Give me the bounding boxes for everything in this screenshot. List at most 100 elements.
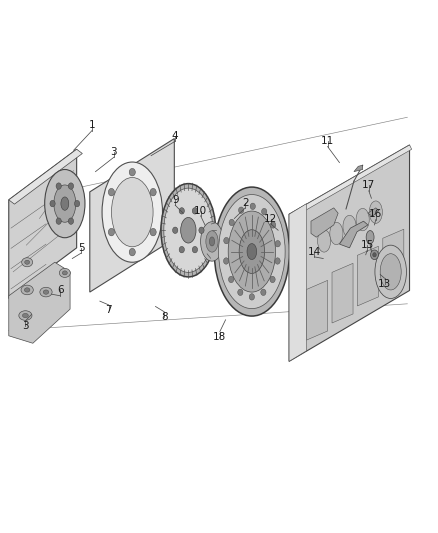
- Circle shape: [275, 240, 280, 247]
- Text: 2: 2: [242, 198, 249, 207]
- Circle shape: [179, 208, 184, 214]
- Text: 16: 16: [369, 209, 382, 219]
- Circle shape: [108, 189, 114, 196]
- Ellipse shape: [22, 313, 28, 318]
- Ellipse shape: [366, 230, 374, 244]
- Circle shape: [239, 207, 244, 213]
- Ellipse shape: [111, 177, 153, 247]
- Ellipse shape: [201, 222, 223, 261]
- Ellipse shape: [239, 230, 265, 273]
- Circle shape: [238, 289, 243, 295]
- Polygon shape: [339, 221, 368, 248]
- Ellipse shape: [209, 237, 215, 246]
- Circle shape: [56, 218, 61, 224]
- Text: 11: 11: [321, 136, 334, 146]
- Circle shape: [179, 246, 184, 253]
- Ellipse shape: [62, 271, 67, 275]
- Ellipse shape: [43, 290, 49, 294]
- Circle shape: [50, 200, 55, 207]
- Ellipse shape: [343, 215, 356, 238]
- Circle shape: [229, 219, 234, 225]
- Ellipse shape: [21, 285, 33, 295]
- Ellipse shape: [375, 245, 406, 298]
- Circle shape: [249, 294, 254, 300]
- Ellipse shape: [161, 183, 215, 277]
- Polygon shape: [90, 139, 174, 292]
- Circle shape: [250, 203, 255, 209]
- Polygon shape: [332, 263, 353, 323]
- Ellipse shape: [59, 269, 70, 277]
- Text: 12: 12: [264, 214, 277, 223]
- Circle shape: [223, 258, 229, 264]
- Circle shape: [371, 250, 378, 260]
- Circle shape: [129, 168, 135, 176]
- Text: 3: 3: [110, 147, 117, 157]
- Polygon shape: [383, 229, 404, 289]
- Ellipse shape: [54, 185, 76, 222]
- Circle shape: [275, 258, 280, 264]
- Circle shape: [74, 200, 80, 207]
- Polygon shape: [289, 145, 412, 219]
- Polygon shape: [357, 246, 378, 306]
- Text: 18: 18: [213, 332, 226, 342]
- Text: 10: 10: [194, 206, 207, 215]
- Ellipse shape: [356, 208, 369, 231]
- Polygon shape: [289, 145, 410, 361]
- Circle shape: [68, 183, 74, 189]
- Circle shape: [192, 208, 198, 214]
- Text: 6: 6: [57, 286, 64, 295]
- Ellipse shape: [19, 311, 32, 320]
- Ellipse shape: [25, 288, 30, 292]
- Ellipse shape: [219, 195, 285, 309]
- Ellipse shape: [318, 230, 331, 252]
- Circle shape: [150, 189, 156, 196]
- Circle shape: [261, 208, 267, 215]
- Ellipse shape: [25, 260, 30, 264]
- Ellipse shape: [214, 187, 290, 316]
- Ellipse shape: [164, 188, 213, 272]
- Text: 1: 1: [88, 120, 95, 130]
- Ellipse shape: [40, 287, 52, 297]
- Circle shape: [199, 227, 204, 233]
- Polygon shape: [9, 262, 70, 343]
- Text: 8: 8: [161, 312, 168, 322]
- Ellipse shape: [61, 197, 69, 211]
- Polygon shape: [311, 208, 338, 237]
- Circle shape: [108, 229, 114, 236]
- Circle shape: [373, 253, 376, 257]
- Text: 4: 4: [172, 131, 179, 141]
- Ellipse shape: [380, 254, 401, 290]
- Circle shape: [261, 289, 266, 295]
- Text: 14: 14: [308, 247, 321, 256]
- Circle shape: [270, 276, 275, 282]
- Circle shape: [129, 248, 135, 256]
- Ellipse shape: [247, 244, 257, 260]
- Circle shape: [150, 229, 156, 236]
- Text: 17: 17: [362, 181, 375, 190]
- Circle shape: [192, 246, 198, 253]
- Text: 5: 5: [78, 243, 85, 253]
- Ellipse shape: [228, 211, 276, 292]
- Text: 15: 15: [360, 240, 374, 250]
- Ellipse shape: [180, 217, 196, 243]
- Circle shape: [173, 227, 178, 233]
- Circle shape: [56, 183, 61, 189]
- Ellipse shape: [369, 201, 382, 223]
- Ellipse shape: [102, 162, 162, 262]
- Circle shape: [224, 237, 229, 244]
- Ellipse shape: [45, 169, 85, 238]
- Text: 7: 7: [105, 305, 112, 315]
- Ellipse shape: [206, 231, 218, 252]
- Polygon shape: [289, 204, 307, 361]
- Text: 13: 13: [378, 279, 391, 288]
- Polygon shape: [354, 165, 363, 172]
- Polygon shape: [9, 149, 77, 298]
- Circle shape: [271, 222, 276, 228]
- Text: 3: 3: [22, 321, 29, 331]
- Polygon shape: [368, 208, 379, 216]
- Text: 9: 9: [172, 195, 179, 205]
- Circle shape: [229, 276, 234, 282]
- Ellipse shape: [330, 222, 343, 245]
- Polygon shape: [9, 149, 82, 204]
- Ellipse shape: [21, 257, 32, 266]
